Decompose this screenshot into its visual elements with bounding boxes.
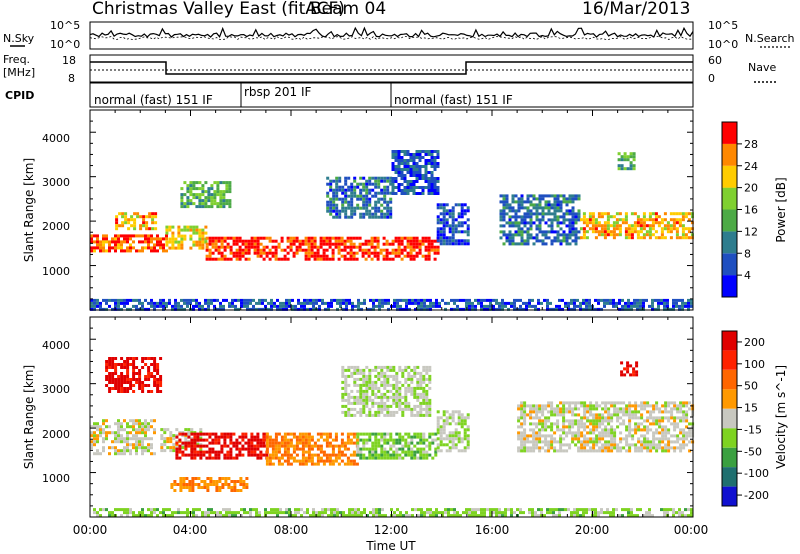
velocity-colorbar-swatch-5 <box>722 389 737 409</box>
power-colorbar-swatch-1 <box>722 253 737 276</box>
freq-tick-bottom: 8 <box>68 72 75 85</box>
power-colorbar-swatch-7 <box>722 122 737 144</box>
velocity-colorbar-swatch-7 <box>722 350 737 370</box>
noise-search-trace <box>89 36 694 40</box>
power-ytick-3000: 3000 <box>42 176 70 189</box>
cpid-segment-2: rbsp 201 IF <box>244 85 311 99</box>
power-colorbar-swatch-5 <box>722 165 737 188</box>
cpid-row: CPID normal (fast) 151 IF rbsp 201 IF no… <box>5 82 694 108</box>
xtick-3: 12:00 <box>374 523 409 537</box>
freq-tick-top: 18 <box>62 54 76 67</box>
power-colorbar-tick-1: 8 <box>744 247 751 260</box>
velocity-colorbar-swatch-0 <box>722 486 737 506</box>
velocity-colorbar-label: Velocity [m s^-1] <box>774 365 788 469</box>
x-axis: 00:00 04:00 08:00 12:00 16:00 20:00 00:0… <box>73 523 709 553</box>
power-colorbar-swatch-4 <box>722 187 737 210</box>
power-axis-ticks <box>89 109 694 311</box>
frequency-trace <box>90 61 693 75</box>
velocity-colorbar: 200 100 50 15 -15 -50 -100 -200 <box>721 330 769 507</box>
noise-panel: N.Sky 10^5 10^0 10^5 10^0 N.Search <box>3 19 795 51</box>
power-ytick-4000: 4000 <box>42 132 70 145</box>
power-colorbar-label: Power [dB] <box>774 177 788 242</box>
power-colorbar-swatch-0 <box>722 275 737 297</box>
cpid-segment-3: normal (fast) 151 IF <box>394 93 513 107</box>
velocity-colorbar-tick-2: 50 <box>744 380 758 393</box>
noise-right-tick-bottom: 10^0 <box>708 38 738 51</box>
velocity-colorbar-tick-6: -100 <box>744 467 769 480</box>
velocity-ytick-2000: 2000 <box>42 428 70 441</box>
velocity-colorbar-tick-4: -15 <box>744 423 762 436</box>
velocity-colorbar-swatch-2 <box>722 447 737 468</box>
date-label: 16/Mar/2013 <box>582 0 690 19</box>
velocity-colorbar-swatch-4 <box>722 408 737 429</box>
power-colorbar: 4 8 12 16 20 24 28 <box>721 121 758 298</box>
xtick-5: 20:00 <box>575 523 610 537</box>
frequency-panel: Freq. [MHz] 18 8 60 0 Nave <box>3 53 776 85</box>
noise-left-tick-top: 10^5 <box>50 19 80 32</box>
velocity-colorbar-tick-1: 100 <box>744 358 765 371</box>
power-colorbar-tick-3: 16 <box>744 204 758 217</box>
velocity-colorbar-tick-7: -200 <box>744 489 769 502</box>
xtick-0: 00:00 <box>73 523 108 537</box>
cpid-segment-1: normal (fast) 151 IF <box>94 93 213 107</box>
power-ytick-1000: 1000 <box>42 265 70 278</box>
power-colorbar-tick-0: 4 <box>744 269 751 282</box>
power-colorbar-tick-2: 12 <box>744 225 758 238</box>
velocity-ytick-4000: 4000 <box>42 339 70 352</box>
x-axis-label: Time UT <box>365 539 416 553</box>
velocity-colorbar-swatch-8 <box>722 331 737 351</box>
noise-search-label: N.Search <box>745 32 795 45</box>
xtick-6: 00:00 <box>674 523 709 537</box>
xtick-2: 08:00 <box>274 523 309 537</box>
velocity-colorbar-swatch-3 <box>722 428 737 448</box>
power-colorbar-tick-4: 20 <box>744 182 758 195</box>
velocity-colorbar-tick-3: 15 <box>744 402 758 415</box>
power-colorbar-swatch-2 <box>722 231 737 254</box>
velocity-ylabel: Slant Range [km] <box>22 365 36 469</box>
velocity-ytick-1000: 1000 <box>42 472 70 485</box>
freq-label: Freq. <box>3 53 30 66</box>
nave-tick-bottom: 0 <box>708 72 715 85</box>
station-title: Christmas Valley East (fitACF) <box>92 0 345 19</box>
power-echoes <box>90 150 694 311</box>
velocity-echoes <box>90 357 695 518</box>
noise-left-tick-bottom: 10^0 <box>50 38 80 51</box>
velocity-panel: 1000 2000 3000 4000 Slant Range [km] 200… <box>22 316 788 518</box>
power-colorbar-tick-5: 24 <box>744 160 758 173</box>
power-colorbar-swatch-6 <box>722 143 737 166</box>
noise-sky-trace <box>89 26 694 38</box>
power-panel: 1000 2000 3000 4000 Slant Range [km] 4 8 1… <box>22 109 788 311</box>
xtick-1: 04:00 <box>173 523 208 537</box>
cpid-label: CPID <box>5 89 34 102</box>
xtick-4: 16:00 <box>475 523 510 537</box>
velocity-colorbar-tick-0: 200 <box>744 336 765 349</box>
freq-unit-label: [MHz] <box>3 66 35 79</box>
velocity-colorbar-tick-5: -50 <box>744 445 762 458</box>
nave-tick-top: 60 <box>708 54 722 67</box>
velocity-colorbar-swatch-6 <box>722 369 737 390</box>
velocity-axis-ticks <box>89 316 694 518</box>
velocity-ytick-3000: 3000 <box>42 383 70 396</box>
velocity-colorbar-swatch-1 <box>722 467 737 487</box>
beam-label: Beam 04 <box>310 0 386 19</box>
power-colorbar-swatch-3 <box>722 209 737 232</box>
power-ylabel: Slant Range [km] <box>22 158 36 262</box>
power-ytick-2000: 2000 <box>42 220 70 233</box>
noise-right-tick-top: 10^5 <box>708 19 738 32</box>
noise-sky-label: N.Sky <box>3 32 35 45</box>
power-colorbar-tick-6: 28 <box>744 138 758 151</box>
nave-label: Nave <box>748 61 776 74</box>
